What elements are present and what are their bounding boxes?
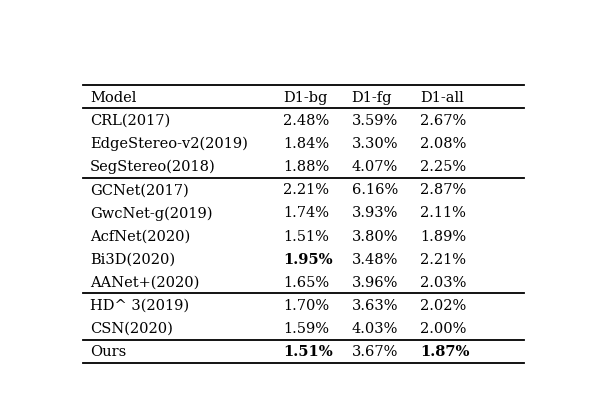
Text: D1-all: D1-all [420,91,464,104]
Text: 3.48%: 3.48% [352,252,398,266]
Text: HD^ 3(2019): HD^ 3(2019) [90,298,189,312]
Text: CSN(2020): CSN(2020) [90,321,173,335]
Text: GwcNet-g(2019): GwcNet-g(2019) [90,206,213,220]
Text: EdgeStereo-v2(2019): EdgeStereo-v2(2019) [90,136,248,151]
Text: 3.59%: 3.59% [352,114,398,128]
Text: 6.16%: 6.16% [352,183,398,197]
Text: AANet+(2020): AANet+(2020) [90,275,200,289]
Text: 1.84%: 1.84% [283,137,329,151]
Text: 1.87%: 1.87% [420,344,470,358]
Text: 2.03%: 2.03% [420,275,466,289]
Text: 2.21%: 2.21% [420,252,466,266]
Text: Ours: Ours [90,344,126,358]
Text: D1-fg: D1-fg [352,91,392,104]
Text: 2.48%: 2.48% [283,114,329,128]
Text: 1.95%: 1.95% [283,252,332,266]
Text: 3.80%: 3.80% [352,229,398,243]
Text: 3.30%: 3.30% [352,137,398,151]
Text: 2.87%: 2.87% [420,183,466,197]
Text: 2.11%: 2.11% [420,206,466,220]
Text: 2.08%: 2.08% [420,137,466,151]
Text: CRL(2017): CRL(2017) [90,114,170,128]
Text: AcfNet(2020): AcfNet(2020) [90,229,190,243]
Text: 2.25%: 2.25% [420,160,466,174]
Text: 1.51%: 1.51% [283,344,333,358]
Text: 1.88%: 1.88% [283,160,329,174]
Text: 3.67%: 3.67% [352,344,398,358]
Text: 1.59%: 1.59% [283,321,329,335]
Text: Bi3D(2020): Bi3D(2020) [90,252,175,266]
Text: Model: Model [90,91,136,104]
Text: 3.96%: 3.96% [352,275,398,289]
Text: 1.51%: 1.51% [283,229,329,243]
Text: 4.07%: 4.07% [352,160,398,174]
Text: 3.93%: 3.93% [352,206,398,220]
Text: 3.63%: 3.63% [352,298,398,312]
Text: 2.02%: 2.02% [420,298,466,312]
Text: GCNet(2017): GCNet(2017) [90,183,189,197]
Text: 2.67%: 2.67% [420,114,466,128]
Text: SegStereo(2018): SegStereo(2018) [90,160,216,174]
Text: D1-bg: D1-bg [283,91,327,104]
Text: 1.65%: 1.65% [283,275,329,289]
Text: 4.03%: 4.03% [352,321,398,335]
Text: 1.89%: 1.89% [420,229,466,243]
Text: 1.74%: 1.74% [283,206,329,220]
Text: 2.00%: 2.00% [420,321,466,335]
Text: 2.21%: 2.21% [283,183,329,197]
Text: 1.70%: 1.70% [283,298,329,312]
